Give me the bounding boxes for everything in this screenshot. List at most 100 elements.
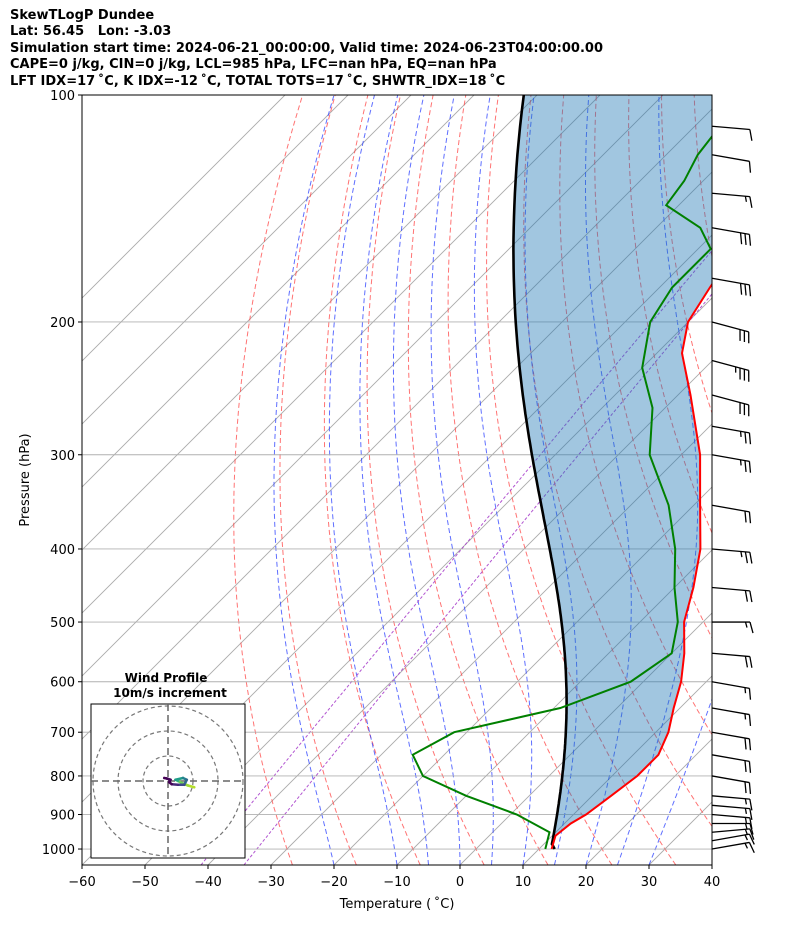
wind-barb	[711, 707, 752, 726]
wind-barb-flag	[744, 760, 747, 773]
wind-barb	[711, 804, 753, 820]
dry-adiabat-line	[323, 95, 421, 865]
axes: −60 −50 −40 −30 −20 −10 0 10 20 30 40 100 200 300 400 5…	[42, 89, 720, 890]
wind-barb-flag	[749, 808, 753, 820]
isotherm-line	[82, 95, 601, 614]
isotherm-line	[207, 360, 712, 865]
wind-barb-flag	[748, 833, 755, 845]
wind-barb-flag	[744, 551, 749, 564]
isotherm-line	[522, 675, 712, 865]
wind-barb	[711, 795, 753, 811]
isotherm-line	[459, 612, 712, 865]
y-tick-label: 1000	[42, 843, 75, 858]
wind-barb-staff	[711, 813, 750, 819]
wind-barb	[711, 828, 755, 840]
wind-barb-staff	[711, 754, 750, 763]
hodograph-segment	[162, 776, 169, 780]
wind-barb-staff	[711, 154, 750, 162]
wind-barb-flag	[748, 234, 752, 246]
y-tick-label: 800	[50, 770, 75, 785]
wind-barb-flag	[744, 432, 747, 444]
parcel-profile-line	[512, 95, 568, 850]
hodograph-inset: Wind Profile 10m/s increment	[90, 671, 246, 859]
wind-barb	[711, 504, 752, 524]
moist-adiabat-line	[585, 95, 632, 865]
wind-barb-flag	[748, 688, 752, 700]
wind-barb-half-flag	[739, 431, 742, 438]
wind-barb-staff	[711, 548, 750, 553]
wind-barb-flag	[749, 621, 754, 634]
wind-barb-flag	[748, 714, 752, 726]
wind-barb-flag	[744, 284, 747, 296]
isotherm-line	[711, 864, 712, 865]
x-tick-label: 20	[578, 875, 595, 890]
isotherm-line	[82, 95, 538, 551]
wind-barb-staff	[711, 321, 749, 333]
wind-barb-staff	[711, 227, 750, 236]
cape-cin-info: CAPE=0 j/kg, CIN=0 j/kg, LCL=985 hPa, LF…	[10, 57, 497, 73]
wind-barb-flag	[748, 432, 752, 445]
cin-region	[513, 95, 712, 849]
wind-barb	[711, 227, 752, 246]
wind-barb-staff	[711, 833, 750, 842]
dry-adiabat-line	[233, 95, 304, 865]
wind-barb-flag	[748, 738, 752, 751]
wind-barb-flag	[748, 761, 752, 773]
wind-barb-flag	[749, 196, 753, 208]
y-axis-label: Pressure (hPa)	[18, 433, 33, 526]
hodograph-plot	[91, 704, 245, 858]
wind-barbs	[711, 125, 755, 854]
temperature-line	[550, 282, 712, 850]
wind-barb-flag	[744, 656, 749, 668]
x-tick-label: −40	[194, 875, 221, 890]
isotherm-line	[144, 297, 712, 865]
y-tick-label: 900	[50, 809, 75, 824]
isotherm-line	[82, 108, 712, 740]
isotherm-line	[82, 95, 349, 362]
wind-barb-flag	[739, 232, 743, 245]
wind-barb-staff	[711, 125, 750, 131]
moist-adiabat-line	[648, 697, 712, 865]
isotherm-line	[82, 95, 475, 488]
wind-barb	[711, 548, 753, 564]
hodograph-subtitle: 10m/s increment	[113, 686, 227, 700]
wind-barb-flag	[749, 129, 753, 141]
isotherm-line	[333, 486, 712, 865]
wind-barb-flag	[744, 781, 747, 794]
x-tick-label: −10	[383, 875, 410, 890]
wind-barb	[711, 425, 752, 445]
wind-barb-flag	[749, 817, 753, 830]
wind-barb-half-flag	[744, 829, 748, 835]
wind-barb-staff	[711, 731, 750, 740]
dry-adiabat-line	[407, 95, 549, 865]
dry-adiabat-line	[727, 95, 794, 865]
x-tick-label: −30	[257, 875, 284, 890]
wind-barb	[711, 731, 752, 751]
wind-barb	[711, 321, 750, 344]
wind-barb-half-flag	[744, 817, 748, 824]
y-tick-label: 400	[50, 543, 75, 558]
x-tick-label: 30	[641, 875, 658, 890]
wind-barb-staff	[711, 804, 750, 810]
wind-barb	[711, 681, 752, 700]
moist-adiabat-line	[430, 95, 494, 865]
chart-title: SkewTLogP Dundee	[10, 8, 155, 23]
y-tick-label: 600	[50, 676, 75, 691]
wind-barb-half-flag	[744, 798, 748, 805]
y-tick-label: 300	[50, 449, 75, 464]
isotherm-line	[82, 95, 286, 299]
x-tick-label: 40	[704, 875, 721, 890]
wind-barb	[711, 192, 753, 208]
wind-barb-half-flag	[740, 551, 743, 558]
wind-barb	[711, 652, 753, 668]
x-tick-label: −60	[68, 875, 95, 890]
y-tick-label: 500	[50, 616, 75, 631]
dewpoint-line	[411, 134, 712, 850]
wind-barb-flag	[748, 161, 752, 173]
wind-barb-flag	[748, 461, 752, 473]
wind-barb-staff	[711, 504, 750, 513]
stability-indices-info: LFT IDX=17 ˚C, K IDX=-12 ˚C, TOTAL TOTS=…	[10, 73, 506, 89]
wind-barb-staff	[711, 359, 749, 372]
y-tick-label: 100	[50, 89, 75, 104]
